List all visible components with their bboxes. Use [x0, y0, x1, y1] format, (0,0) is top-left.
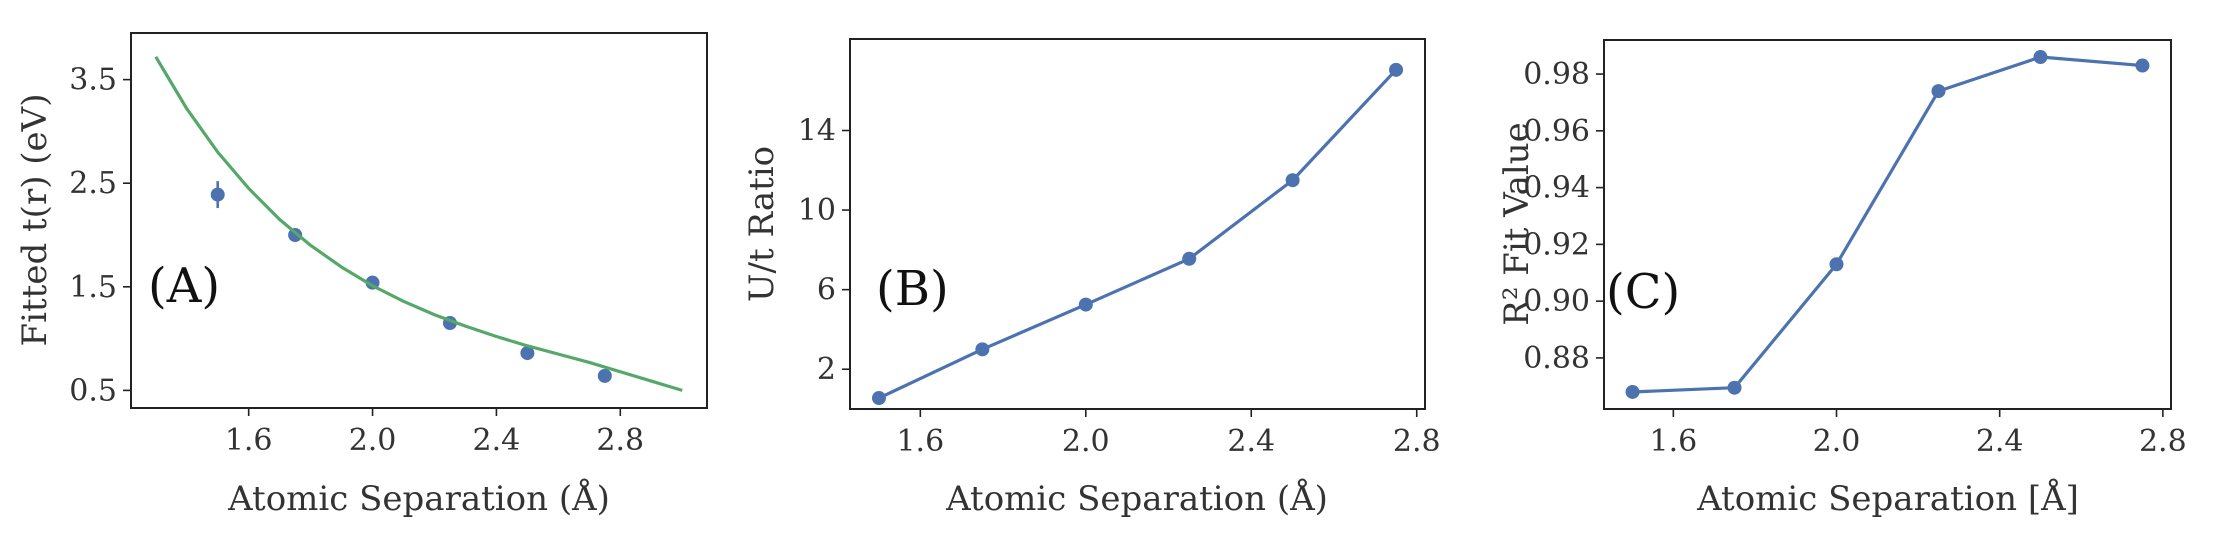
data-point [210, 187, 225, 202]
data-point [1389, 62, 1404, 77]
data-point [1625, 384, 1640, 399]
y-tick-label: 14 [798, 114, 836, 149]
y-tick-label: 10 [798, 193, 836, 228]
y-tick-label: 0.90 [1523, 284, 1590, 319]
y-tick-label: 0.5 [69, 373, 117, 408]
x-tick-label: 2.8 [2139, 424, 2187, 459]
fit-curve [154, 56, 683, 392]
x-tick-label: 2.0 [1062, 424, 1110, 459]
series-line [1632, 55, 2143, 394]
panel-c: 1.6 2.0 2.4 2.8 0.88 0.90 0.92 0.94 0.96 0.98 (C)… [1497, 39, 2187, 519]
y-tick-label: 2 [817, 352, 836, 387]
x-axis-title: Atomic Separation [Å] [1696, 478, 2079, 519]
data-point [2135, 58, 2150, 73]
panel-label: (C) [1606, 264, 1680, 320]
x-tick-label: 2.4 [1227, 424, 1275, 459]
x-tick-label: 2.4 [1976, 424, 2024, 459]
data-point [871, 391, 886, 406]
y-tick-label: 6 [817, 273, 836, 308]
x-axis-title: Atomic Separation (Å) [945, 478, 1328, 519]
panel-label: (B) [876, 261, 949, 317]
y-axis-title: R² Fit Value [1497, 122, 1537, 326]
data-point [1182, 251, 1197, 266]
y-tick-label: 0.88 [1523, 341, 1590, 376]
data-point [1078, 297, 1093, 312]
y-tick-label: 0.94 [1523, 171, 1590, 206]
plot-frame [1603, 39, 2172, 410]
x-tick-label: 1.6 [225, 423, 273, 458]
plot-area: 1.6 2.0 2.4 2.8 0.5 1.5 2.5 3.5 [69, 56, 683, 458]
y-tick-label: 0.96 [1523, 114, 1590, 149]
data-point [2033, 50, 2048, 65]
plot-frame [130, 32, 708, 409]
y-tick-label: 1.5 [69, 270, 117, 305]
panel-b: 1.6 2.0 2.4 2.8 2 6 10 14 (B) Atomic Separation… [742, 38, 1441, 519]
panel-a: 1.6 2.0 2.4 2.8 0.5 1.5 2.5 3.5 (A) Atomic Sepa… [15, 32, 708, 519]
plot-area: 1.6 2.0 2.4 2.8 2 6 10 14 [798, 62, 1441, 459]
x-tick-label: 1.6 [896, 424, 944, 459]
data-point [1829, 257, 1844, 272]
x-tick-label: 2.8 [596, 423, 644, 458]
data-point [1727, 380, 1742, 395]
data-point [1931, 84, 1946, 99]
y-tick-label: 0.92 [1523, 227, 1590, 262]
plot-area: 1.6 2.0 2.4 2.8 0.88 0.90 0.92 0.94 0.96 0.98 [1523, 50, 2187, 459]
data-point [1285, 173, 1300, 188]
series-line [878, 68, 1398, 400]
data-point [520, 346, 535, 361]
x-tick-label: 2.0 [349, 423, 397, 458]
plot-frame [849, 38, 1426, 410]
x-axis-title: Atomic Separation (Å) [227, 478, 610, 519]
x-tick-label: 2.8 [1393, 424, 1441, 459]
x-tick-label: 2.4 [473, 423, 521, 458]
x-tick-label: 2.0 [1813, 424, 1861, 459]
data-point [597, 368, 612, 383]
y-tick-label: 3.5 [69, 63, 117, 98]
y-axis-title: Fitted t(r) (eV) [15, 94, 55, 347]
y-tick-label: 0.98 [1523, 57, 1590, 92]
y-axis-title: U/t Ratio [742, 146, 782, 302]
data-point [975, 342, 990, 357]
y-tick-label: 2.5 [69, 166, 117, 201]
x-tick-label: 1.6 [1649, 424, 1697, 459]
panel-label: (A) [148, 258, 220, 314]
